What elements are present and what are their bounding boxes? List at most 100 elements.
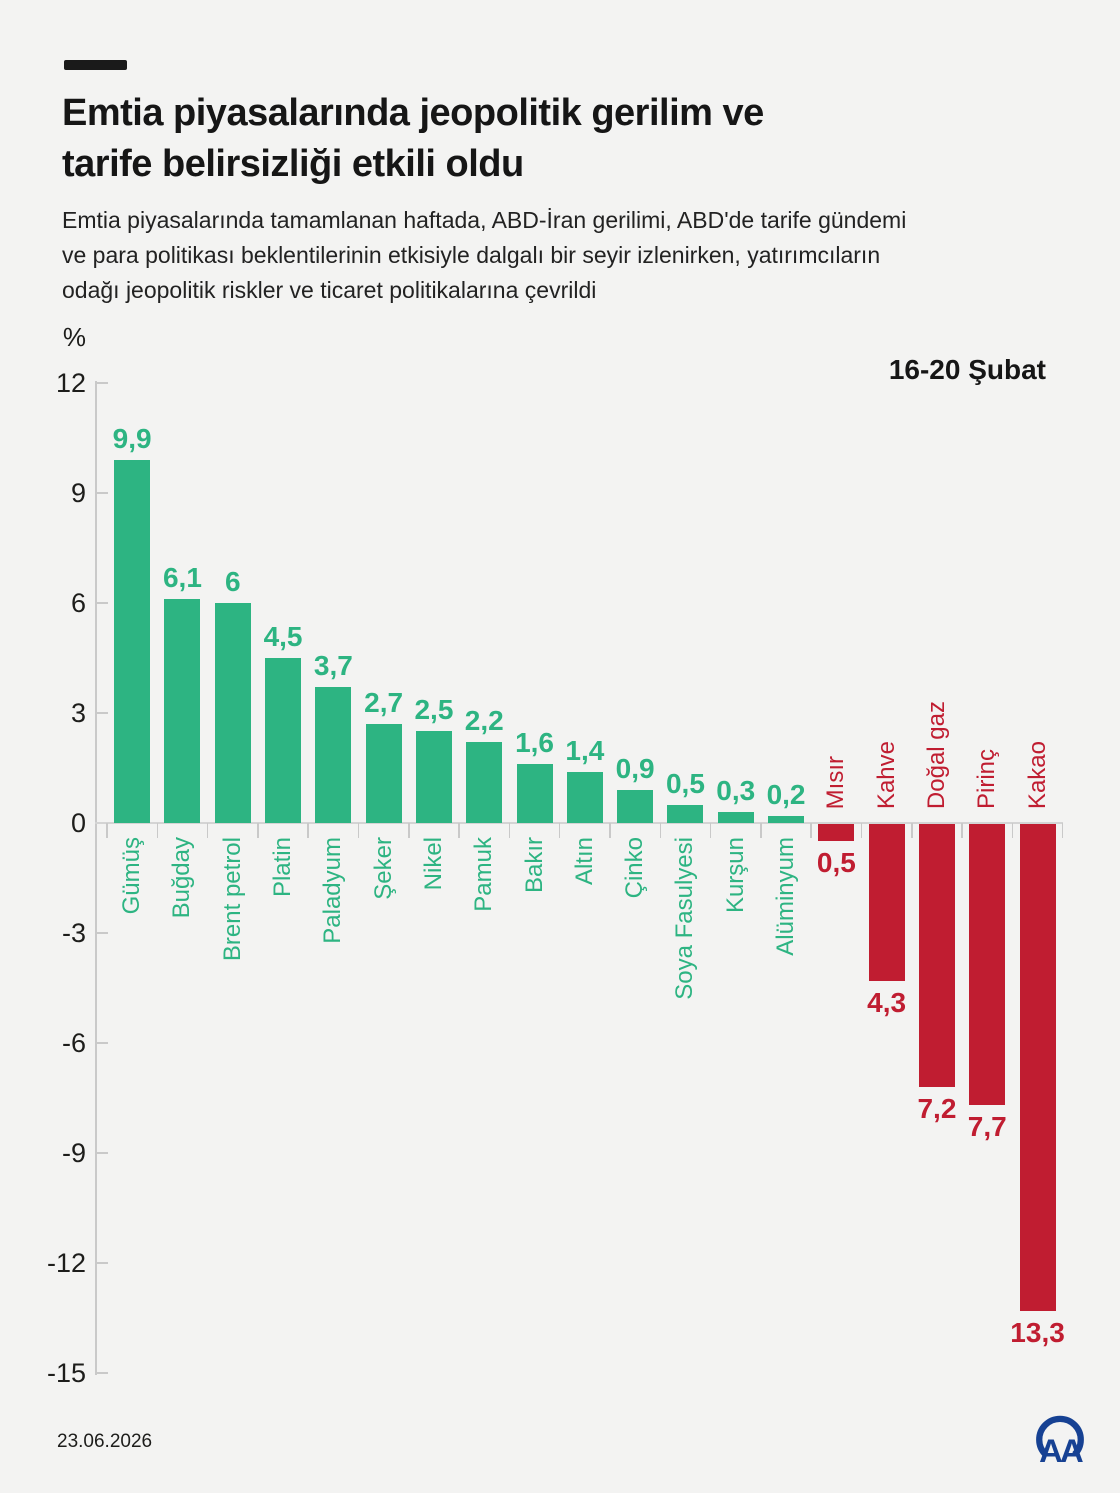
- y-axis-tick: [95, 1042, 108, 1045]
- bar-category-label: Mısır: [822, 755, 850, 809]
- title-accent-dash: [64, 60, 127, 70]
- bar-value-label: 0,3: [716, 774, 756, 806]
- y-axis-tick: [95, 932, 108, 934]
- y-axis-tick-label: 6: [70, 587, 86, 618]
- bar-category-label: Altın: [570, 837, 598, 886]
- bar: [214, 602, 251, 823]
- y-axis-line: [95, 380, 97, 1376]
- category-boundary-tick: [206, 823, 209, 838]
- bar: [818, 824, 855, 842]
- bar-category-label: Kurşun: [721, 837, 749, 914]
- category-boundary-tick: [760, 823, 762, 838]
- bar-value-label: 2,5: [414, 694, 454, 726]
- bar-value-label: 13,3: [1010, 1316, 1065, 1348]
- y-axis-tick: [95, 1372, 108, 1375]
- category-boundary-tick: [106, 823, 108, 838]
- bar-value-label: 2,7: [364, 686, 404, 718]
- page-title: Emtia piyasalarında jeopolitik gerilim v…: [62, 88, 764, 190]
- category-boundary-tick: [1011, 823, 1014, 838]
- zero-baseline: [95, 822, 1063, 824]
- bar-category-label: Pamuk: [470, 837, 498, 912]
- bar-category-label: Platin: [269, 837, 297, 898]
- y-axis-tick-label: 9: [70, 477, 86, 508]
- y-axis-tick-label: 3: [70, 697, 86, 728]
- page-title-line1: Emtia piyasalarında jeopolitik gerilim v…: [62, 92, 764, 134]
- bar-value-label: 0,5: [816, 847, 856, 879]
- bar-category-label: Soya Fasulyesi: [671, 837, 699, 1000]
- bar: [365, 723, 402, 823]
- category-boundary-tick: [307, 823, 309, 838]
- category-boundary-tick: [257, 823, 259, 838]
- bar-category-label: Pirinç: [973, 748, 1001, 809]
- bar: [868, 824, 905, 981]
- bar: [617, 789, 654, 823]
- category-boundary-tick: [911, 823, 913, 838]
- category-boundary-tick: [408, 823, 410, 838]
- y-axis-tick: [95, 491, 108, 494]
- category-boundary-tick: [458, 823, 460, 838]
- subtitle: Emtia piyasalarında tamamlanan haftada, …: [62, 203, 906, 308]
- y-axis-tick: [95, 1152, 108, 1155]
- category-boundary-tick: [961, 823, 963, 838]
- bar-category-label: Şeker: [369, 837, 397, 900]
- y-axis-tick-label: -9: [61, 1138, 86, 1169]
- bar-category-label: Brent petrol: [218, 837, 246, 962]
- bar-value-label: 0,9: [615, 752, 655, 784]
- category-boundary-tick: [357, 823, 360, 838]
- bar-value-label: 1,4: [565, 734, 605, 766]
- bar-value-label: 6: [224, 565, 241, 597]
- subtitle-line3: odağı jeopolitik riskler ve ticaret poli…: [62, 277, 597, 303]
- y-axis-tick: [95, 1262, 108, 1265]
- bar: [566, 771, 603, 823]
- bar-value-label: 4,5: [263, 620, 303, 652]
- bar: [415, 731, 452, 823]
- bar: [164, 599, 201, 823]
- y-axis-tick-label: 12: [55, 367, 86, 398]
- subtitle-line1: Emtia piyasalarında tamamlanan haftada, …: [62, 207, 907, 233]
- bar-value-label: 3,7: [313, 650, 353, 682]
- category-boundary-tick: [709, 823, 712, 838]
- bar-category-label: Kahve: [872, 740, 900, 809]
- subtitle-line2: ve para politikası beklentilerinin etkis…: [62, 242, 881, 268]
- bar-value-label: 7,2: [917, 1093, 957, 1125]
- y-axis-tick: [95, 601, 108, 604]
- bar-category-label: Paladyum: [319, 837, 347, 944]
- aa-logo-graphic: AA: [1036, 1415, 1086, 1469]
- bar-value-label: 9,9: [112, 422, 152, 454]
- y-axis-tick-label: -15: [46, 1358, 86, 1389]
- y-axis-tick-label: 0: [70, 808, 86, 838]
- bar-category-label: Nikel: [419, 837, 447, 891]
- bar: [1019, 824, 1056, 1311]
- bar: [315, 687, 352, 823]
- bar-value-label: 4,3: [867, 986, 907, 1018]
- bar: [667, 804, 704, 823]
- aa-logo: AA: [1032, 1412, 1088, 1469]
- y-axis-tick: [95, 711, 108, 714]
- y-axis-tick: [95, 381, 108, 384]
- bar-category-label: Gümüş: [118, 837, 146, 915]
- period-label: 16-20 Şubat: [888, 354, 1046, 385]
- page-title-line2: tarife belirsizliği etkili oldu: [62, 143, 524, 185]
- svg-text:AA: AA: [1039, 1432, 1083, 1468]
- bar-category-label: Doğal gaz: [922, 700, 950, 809]
- bar: [265, 657, 302, 823]
- y-axis-tick-label: -3: [61, 918, 86, 948]
- category-boundary-tick: [860, 823, 863, 838]
- category-boundary-tick: [609, 823, 611, 838]
- category-boundary-tick: [659, 823, 662, 838]
- bar-value-label: 7,7: [967, 1111, 1007, 1143]
- bar-value-label: 0,2: [766, 778, 806, 810]
- publish-date: 23.06.2026: [57, 1431, 153, 1452]
- bar-value-label: 0,5: [665, 767, 705, 799]
- bar: [717, 811, 754, 823]
- bar-category-label: Çinko: [621, 837, 649, 899]
- bar-value-label: 2,2: [464, 705, 504, 737]
- bar: [516, 764, 553, 823]
- bar-category-label: Kakao: [1023, 740, 1051, 809]
- bar: [114, 459, 151, 823]
- bar-value-label: 6,1: [162, 562, 202, 594]
- bar-value-label: 1,6: [515, 727, 555, 759]
- category-boundary-tick: [508, 823, 511, 838]
- bar: [466, 742, 503, 823]
- category-boundary-tick: [558, 823, 561, 838]
